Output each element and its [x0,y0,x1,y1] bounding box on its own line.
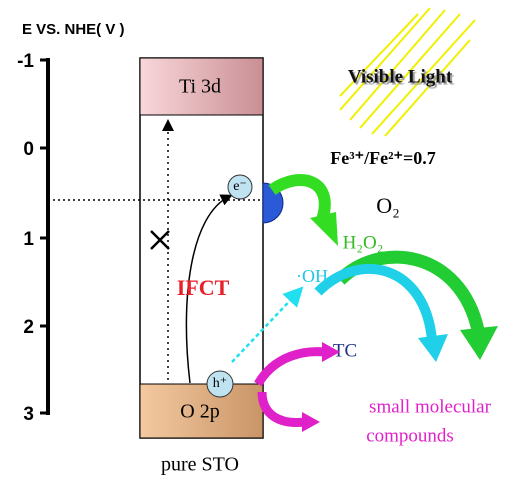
axis-label: E VS. NHE( V ) [22,21,125,38]
tick-label: 2 [23,317,34,338]
electron-label: e⁻ [233,179,247,194]
products-label: compounds [366,425,454,446]
products-label: small molecular [369,396,492,417]
reduction-arrowhead [310,212,338,246]
light-label: Visible Light [348,66,453,87]
redox-label: Fe³⁺/Fe²⁺=0.7 [330,148,436,168]
peroxide-arrowhead [460,326,498,360]
tick-label: -1 [17,51,34,72]
valence-label: O 2p [180,401,219,423]
ifct-label: IFCT [177,275,230,300]
peroxide-label: H₂O₂ [343,232,384,253]
product-arrow [262,392,305,423]
tick-label: 0 [23,139,34,160]
material-label: pure STO [161,454,239,476]
oxidation-arrowhead [418,334,448,362]
hole-label: h⁺ [213,376,227,391]
oxygen-label: O₂ [376,193,400,218]
product-arrowhead [302,412,320,432]
tick-label: 1 [23,229,34,250]
conduction-label: Ti 3d [179,76,221,98]
oxidation-arrow [318,269,432,340]
band-diagram: E VS. NHE( V ) -1 0 1 2 3 Ti 3d O 2p pur… [0,0,514,482]
hole-arrow [258,352,325,384]
tick-label: 3 [23,404,34,425]
